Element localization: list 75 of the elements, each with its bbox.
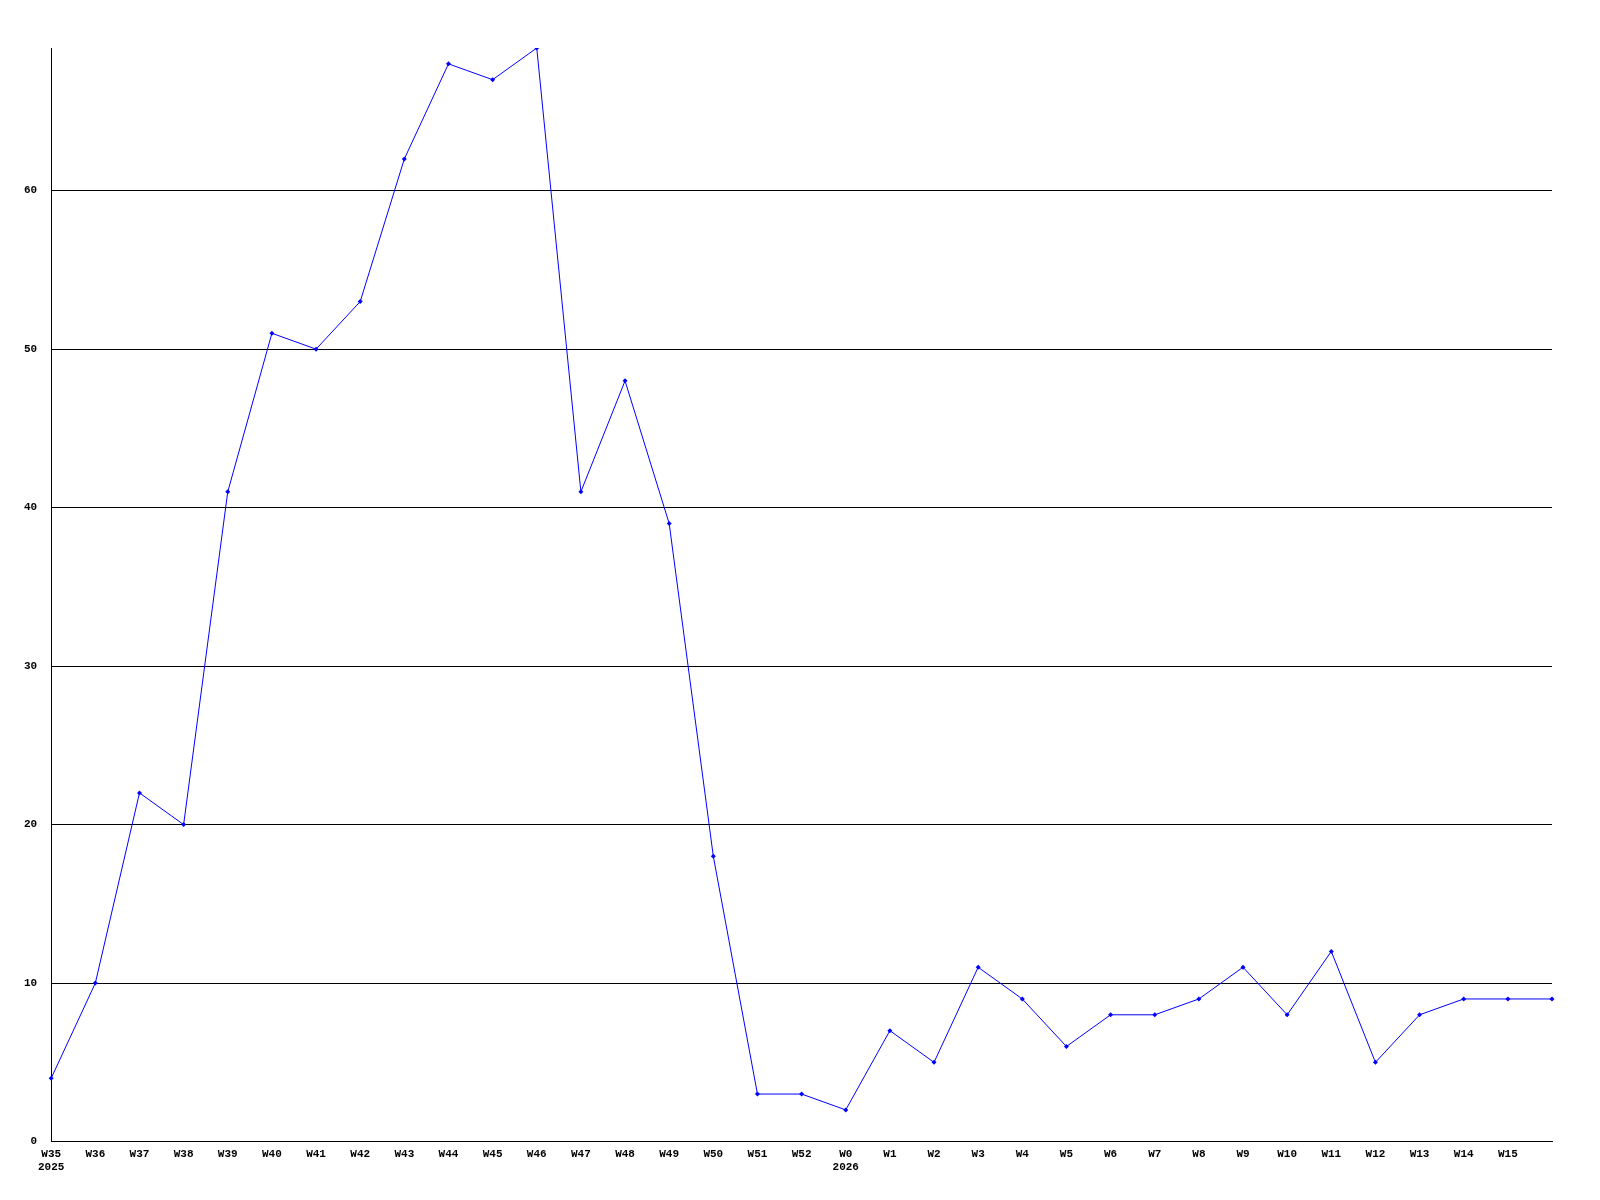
point (887, 1028, 893, 1034)
point (48, 1075, 54, 1081)
x-tick-label: W1 (883, 1147, 897, 1160)
x-tick-label: W52 (791, 1147, 812, 1160)
point (1549, 996, 1555, 1002)
x-tick-label: W2 (927, 1147, 941, 1160)
point (269, 330, 275, 336)
point (1505, 996, 1511, 1002)
x-tick-label: W11 (1321, 1147, 1342, 1160)
point (1417, 1012, 1423, 1018)
point (1240, 964, 1246, 970)
point (225, 489, 231, 495)
y-tick-label: 10 (24, 976, 38, 989)
x-tick-label: W45 (482, 1147, 503, 1160)
x-tick-label: W36 (85, 1147, 106, 1160)
point (1284, 1012, 1290, 1018)
x-tick-label: W4 (1015, 1147, 1030, 1160)
point (931, 1059, 937, 1065)
x-tick-label: W38 (173, 1147, 194, 1160)
x-tick-label: W46 (526, 1147, 547, 1160)
point (799, 1091, 805, 1097)
x-tick-label: W49 (659, 1147, 680, 1160)
point (754, 1091, 760, 1097)
point (975, 964, 981, 970)
x-tick-label: W7 (1148, 1147, 1162, 1160)
point (490, 77, 496, 83)
point (357, 299, 363, 305)
point (1019, 996, 1025, 1002)
point (1461, 996, 1467, 1002)
x-tick-label: W50 (703, 1147, 724, 1160)
y-tick-label: 60 (24, 184, 38, 197)
x-tick-label: W48 (615, 1147, 636, 1160)
x-tick-label: W10 (1277, 1147, 1298, 1160)
point (1196, 996, 1202, 1002)
x-tick-label: W41 (306, 1147, 327, 1160)
x-tick-label: W37 (129, 1147, 150, 1160)
x-tick-label: W39 (217, 1147, 238, 1160)
x-tick-label: W3 (971, 1147, 986, 1160)
point (181, 822, 187, 828)
point (445, 61, 451, 67)
point (1108, 1012, 1114, 1018)
x-tick-label: W5 (1059, 1147, 1074, 1160)
x-tick-label: W40 (262, 1147, 282, 1160)
x-tick-label: W44 (438, 1147, 459, 1160)
x-tick-label: W6 (1103, 1147, 1118, 1160)
point (843, 1107, 849, 1113)
x-tick-label: W0 2026 (832, 1147, 859, 1174)
point (1328, 948, 1334, 954)
point (136, 790, 142, 796)
point (622, 378, 628, 384)
y-tick-label: 20 (24, 818, 38, 831)
point (92, 980, 98, 986)
point (578, 489, 584, 495)
x-tick-label: W47 (570, 1147, 591, 1160)
point (313, 346, 319, 352)
x-tick-label: W9 (1236, 1147, 1250, 1160)
point (1063, 1044, 1069, 1049)
point (1152, 1012, 1158, 1018)
point (666, 520, 672, 526)
y-tick-label: 40 (24, 501, 38, 514)
x-tick-label: W12 (1365, 1147, 1386, 1160)
x-tick-label: W13 (1409, 1147, 1430, 1160)
x-tick-label: W51 (747, 1147, 768, 1160)
x-tick-label: W15 (1497, 1147, 1519, 1160)
x-tick-label: W8 (1192, 1147, 1206, 1160)
x-tick-label: W35 2025 (38, 1147, 65, 1174)
x-tick-label: W42 (350, 1147, 371, 1160)
x-tick-label: W43 (394, 1147, 415, 1160)
point (1372, 1059, 1378, 1065)
y-tick-label: 50 (24, 342, 38, 355)
point (710, 853, 716, 859)
y-tick-label: 0 (30, 1135, 38, 1148)
x-tick-label: W14 (1453, 1147, 1475, 1160)
point (401, 156, 407, 162)
y-tick-label: 30 (24, 659, 38, 672)
